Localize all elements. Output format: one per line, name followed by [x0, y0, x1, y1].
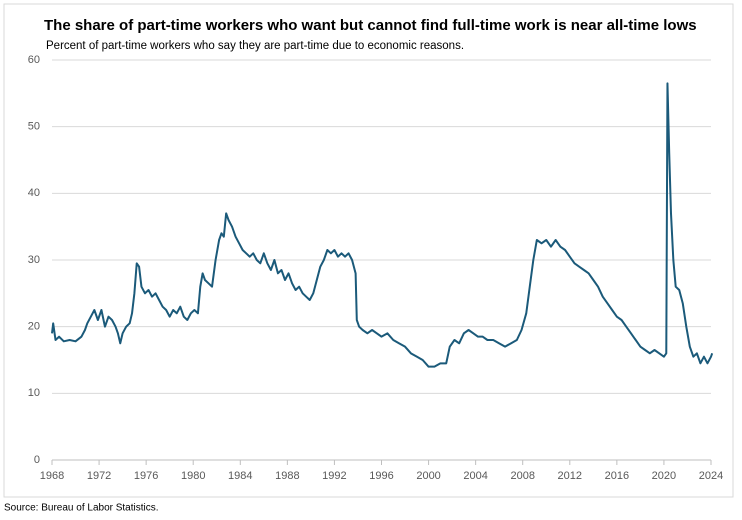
- x-tick-label: 2020: [652, 470, 676, 482]
- x-tick-label: 1968: [40, 470, 64, 482]
- y-tick-label: 50: [28, 121, 40, 133]
- source: Source: Bureau of Labor Statistics.: [4, 503, 159, 514]
- chart-subtitle: Percent of part-time workers who say the…: [46, 40, 464, 52]
- x-tick-label: 2016: [605, 470, 629, 482]
- x-tick-label: 1988: [275, 470, 299, 482]
- line-series: [51, 82, 714, 368]
- y-tick-label: 10: [28, 387, 40, 399]
- y-tick-label: 40: [28, 187, 40, 199]
- x-tick-label: 1996: [369, 470, 393, 482]
- x-tick-label: 1980: [181, 470, 205, 482]
- x-tick-label: 2008: [510, 470, 534, 482]
- y-tick-label: 0: [34, 454, 40, 466]
- y-tick-label: 60: [28, 54, 40, 66]
- x-tick-label: 1992: [322, 470, 346, 482]
- chart-title: The share of part-time workers who want …: [44, 17, 697, 34]
- x-tick-label: 1976: [134, 470, 158, 482]
- x-tick-label: 1972: [87, 470, 111, 482]
- y-tick-label: 30: [28, 254, 40, 266]
- chart-frame: [3, 3, 734, 498]
- x-tick-label: 2000: [416, 470, 440, 482]
- x-tick-label: 2012: [558, 470, 582, 482]
- x-tick-label: 1984: [228, 470, 252, 482]
- x-tick-label: 2024: [699, 470, 723, 482]
- x-tick-label: 2004: [463, 470, 487, 482]
- y-tick-label: 20: [28, 321, 40, 333]
